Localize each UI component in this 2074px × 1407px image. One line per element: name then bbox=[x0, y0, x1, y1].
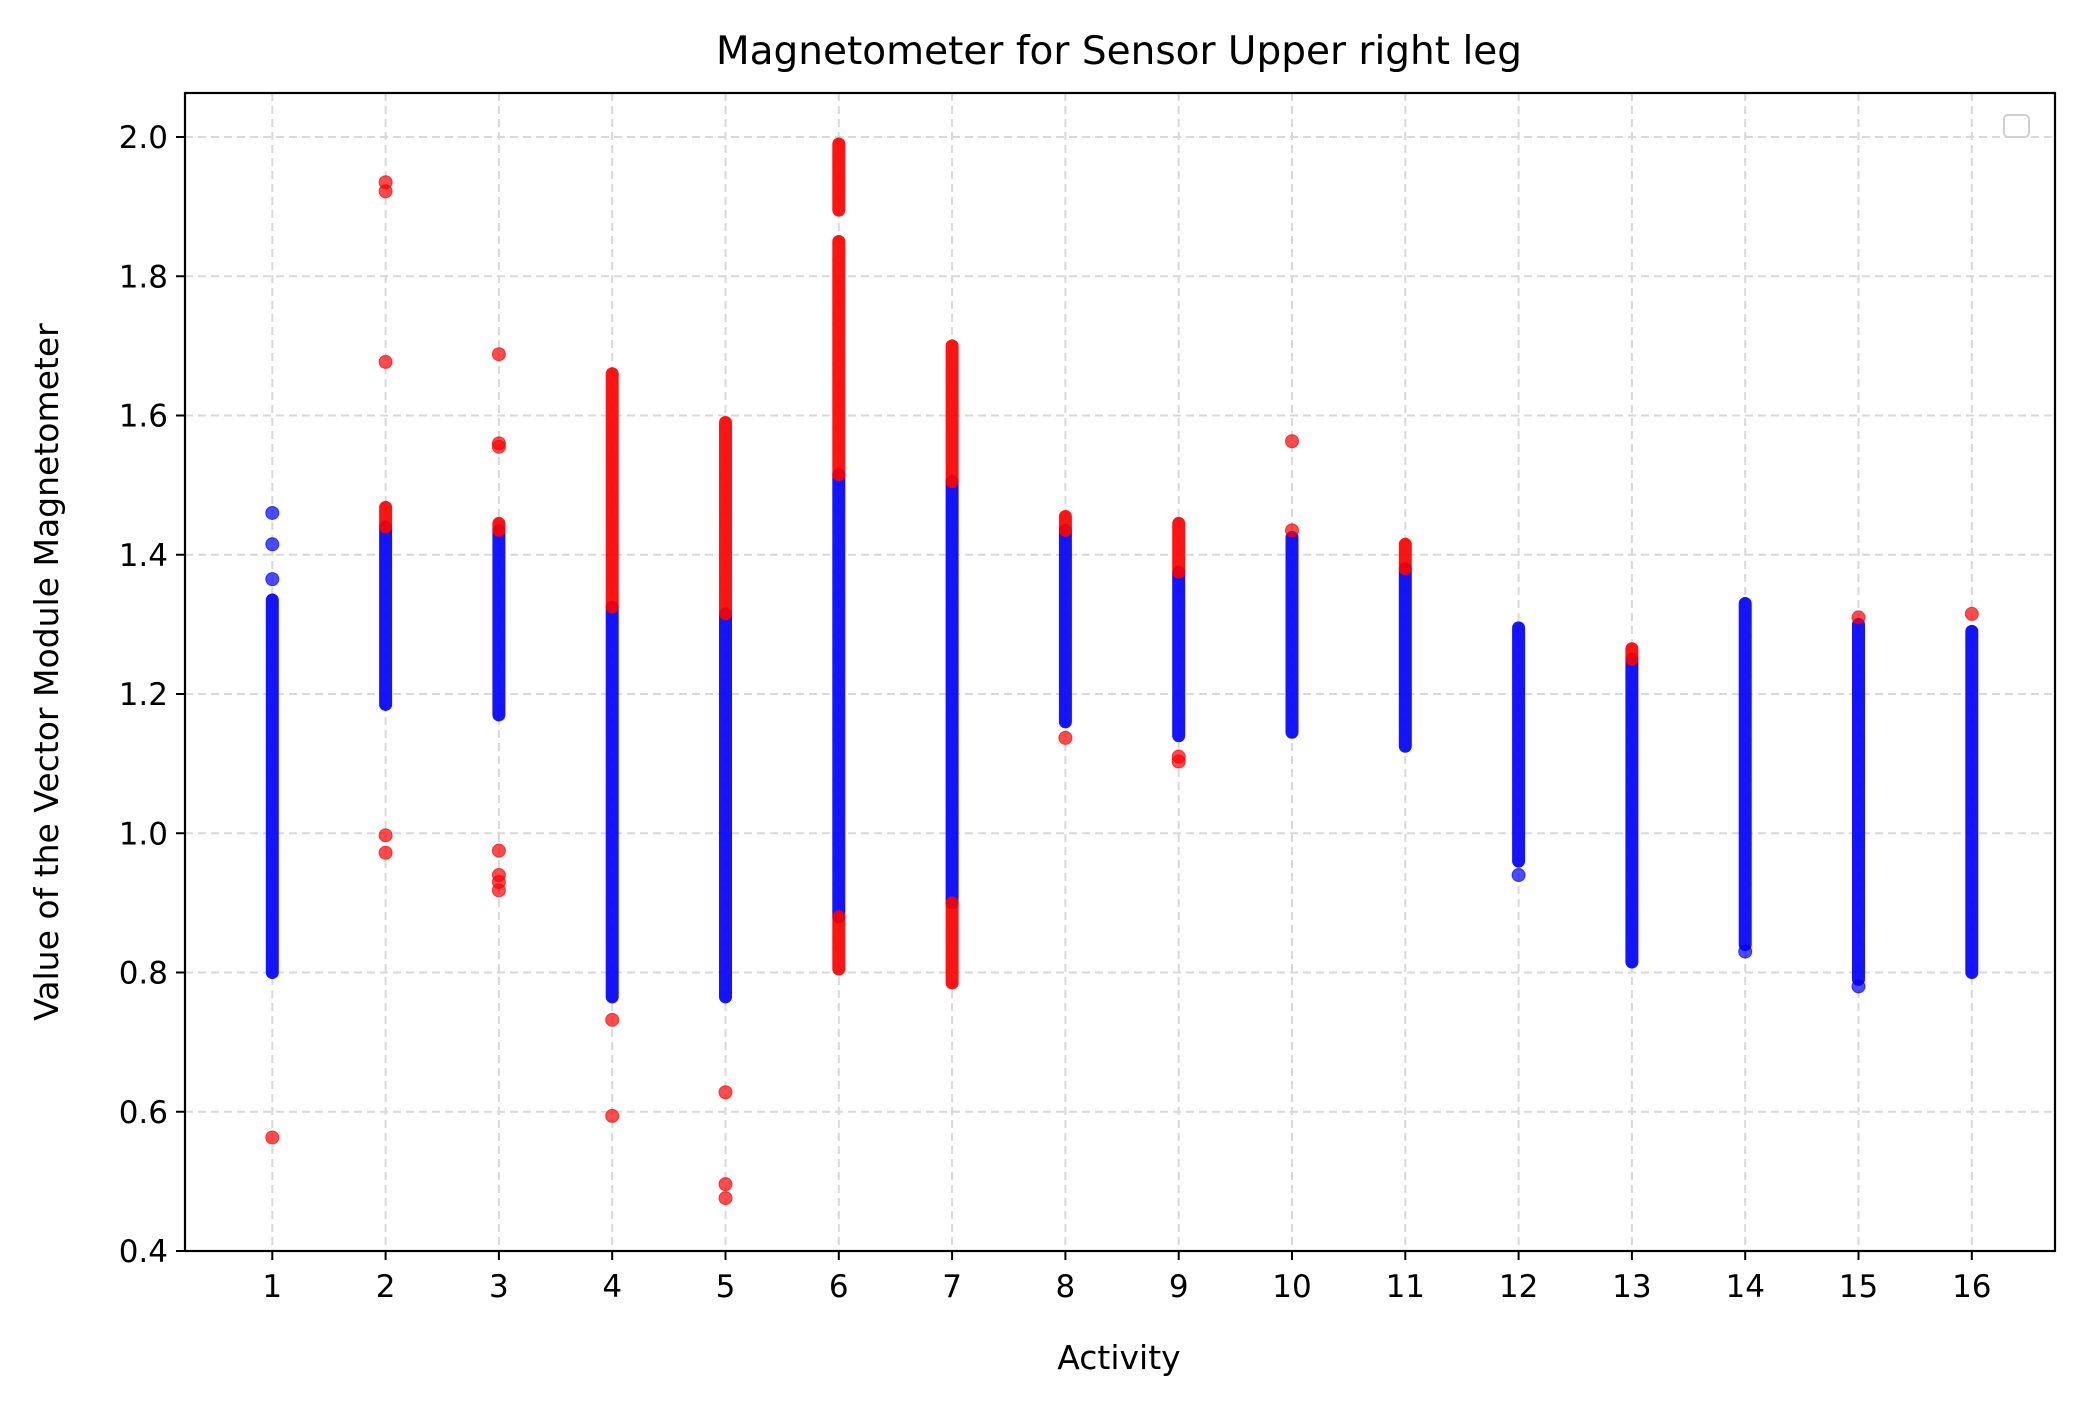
data-point bbox=[718, 1085, 733, 1100]
y-tick-label: 0.4 bbox=[119, 1234, 168, 1270]
x-tick-label: 9 bbox=[1169, 1269, 1189, 1305]
x-tick-label: 11 bbox=[1386, 1269, 1425, 1305]
data-point bbox=[1285, 434, 1299, 449]
data-point bbox=[491, 439, 506, 454]
y-tick-label: 1.8 bbox=[119, 259, 168, 295]
y-axis-label: Value of the Vector Module Magnetometer bbox=[27, 323, 66, 1021]
data-point bbox=[1964, 606, 1979, 621]
y-tick-label: 2.0 bbox=[119, 120, 168, 156]
x-tick-label: 10 bbox=[1272, 1269, 1311, 1305]
x-tick-label: 13 bbox=[1612, 1269, 1651, 1305]
data-point bbox=[378, 184, 393, 199]
y-tick-label: 0.8 bbox=[119, 956, 168, 992]
data-point bbox=[491, 883, 506, 898]
data-point bbox=[718, 1191, 733, 1206]
data-point bbox=[491, 347, 506, 362]
x-tick-label: 16 bbox=[1952, 1269, 1991, 1305]
x-tick-label: 14 bbox=[1725, 1269, 1764, 1305]
data-point bbox=[1851, 979, 1866, 994]
plot-area-frame bbox=[183, 91, 2057, 1253]
x-tick-label: 1 bbox=[262, 1269, 282, 1305]
data-point bbox=[265, 505, 280, 520]
data-point bbox=[378, 354, 393, 369]
data-point bbox=[1738, 944, 1753, 959]
data-point bbox=[718, 1177, 733, 1192]
y-tick-label: 1.2 bbox=[119, 677, 168, 713]
data-marks bbox=[265, 137, 1979, 1206]
data-point bbox=[378, 845, 393, 860]
x-tick-label: 5 bbox=[716, 1269, 736, 1305]
data-point bbox=[1511, 868, 1526, 883]
x-tick-label: 7 bbox=[942, 1269, 962, 1305]
axis-ticks: 1 2 3 4 5 6 7 8 9 10 11 12 13 14 15 160.40.60.81.01.21.… bbox=[119, 120, 1992, 1305]
x-tick-label: 4 bbox=[602, 1269, 622, 1305]
y-tick-label: 1.6 bbox=[119, 399, 168, 435]
y-tick-label: 1.0 bbox=[119, 816, 168, 852]
y-tick-label: 1.4 bbox=[119, 538, 168, 574]
data-point bbox=[265, 537, 280, 552]
data-point bbox=[1171, 754, 1186, 769]
x-axis-label: Activity bbox=[1057, 1338, 1180, 1377]
legend-box[interactable] bbox=[2003, 114, 2030, 138]
x-tick-label: 15 bbox=[1839, 1269, 1878, 1305]
x-tick-label: 12 bbox=[1499, 1269, 1538, 1305]
data-point bbox=[491, 843, 506, 858]
x-tick-label: 6 bbox=[829, 1269, 849, 1305]
data-point bbox=[378, 828, 393, 843]
data-point bbox=[1058, 730, 1073, 745]
chart-title: Magnetometer for Sensor Upper right leg bbox=[716, 29, 1522, 74]
y-tick-label: 0.6 bbox=[119, 1095, 168, 1131]
data-point bbox=[605, 1012, 620, 1027]
data-point bbox=[265, 572, 280, 587]
x-tick-label: 8 bbox=[1056, 1269, 1076, 1305]
x-tick-label: 3 bbox=[489, 1269, 509, 1305]
data-point bbox=[265, 1130, 280, 1145]
data-point bbox=[1285, 523, 1299, 538]
data-point bbox=[605, 1108, 620, 1123]
data-point bbox=[1851, 610, 1866, 625]
x-tick-label: 2 bbox=[376, 1269, 396, 1305]
